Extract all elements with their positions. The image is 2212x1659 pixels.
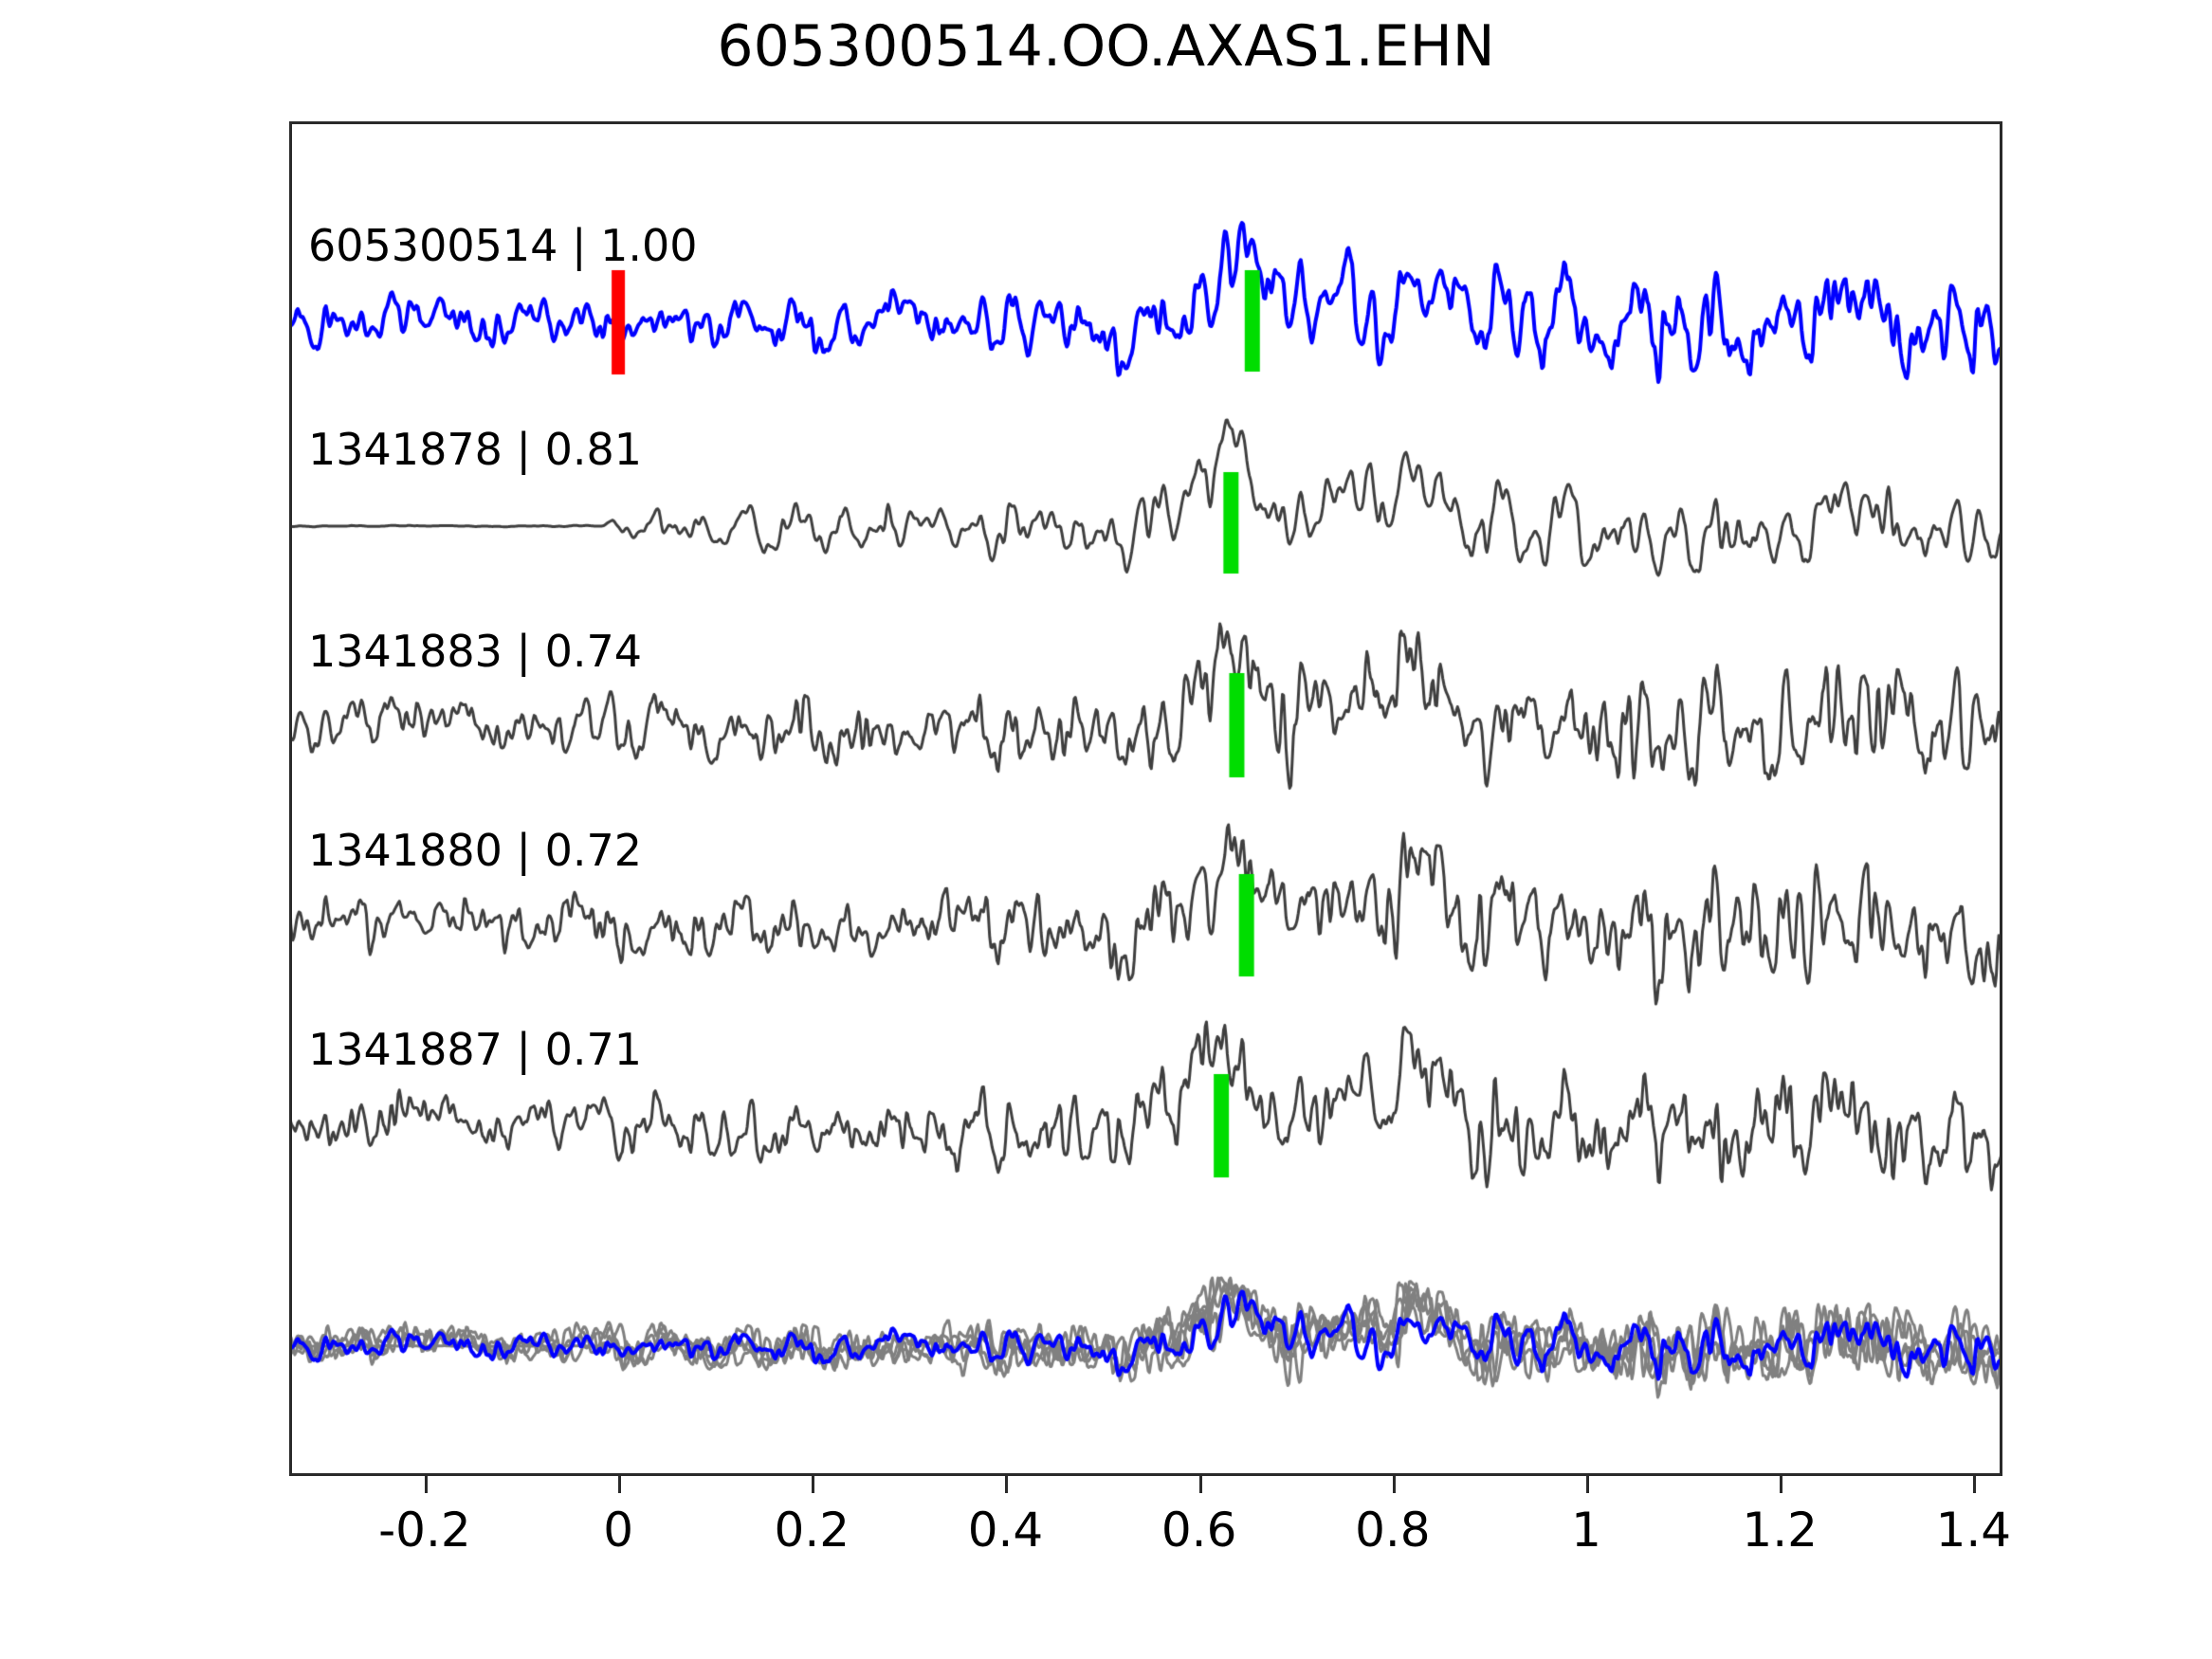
x-axis-tick-mark <box>618 1476 622 1493</box>
x-axis-tick-label: 0.2 <box>774 1503 850 1558</box>
x-axis-tick-mark <box>1780 1476 1783 1493</box>
x-axis-tick-mark <box>1198 1476 1202 1493</box>
waveform-plot-canvas <box>289 121 2002 1476</box>
axes-frame <box>289 121 2002 1476</box>
x-axis-tick-mark <box>1005 1476 1009 1493</box>
x-axis-tick-label: 0.4 <box>967 1503 1044 1558</box>
x-axis-tick-mark <box>1586 1476 1589 1493</box>
x-axis-tick-mark <box>1973 1476 1977 1493</box>
trace-label-1341880: 1341880 | 0.72 <box>308 825 643 876</box>
trace-label-1341878: 1341878 | 0.81 <box>308 424 643 475</box>
trace-label-1341887: 1341887 | 0.71 <box>308 1024 643 1075</box>
x-axis-tick-label: 0.8 <box>1355 1503 1431 1558</box>
page-title: 605300514.OO.AXAS1.EHN <box>717 13 1495 80</box>
x-axis-tick-label: 0.6 <box>1161 1503 1237 1558</box>
x-axis-tick-mark <box>424 1476 428 1493</box>
x-axis-tick-mark <box>812 1476 815 1493</box>
x-axis-tick-label: -0.2 <box>378 1503 471 1558</box>
x-axis-tick-label: 0 <box>603 1503 633 1558</box>
trace-label-605300514: 605300514 | 1.00 <box>308 220 698 271</box>
x-axis-tick-label: 1.4 <box>1935 1503 2012 1558</box>
trace-label-1341883: 1341883 | 0.74 <box>308 626 643 677</box>
x-axis-tick-label: 1 <box>1571 1503 1601 1558</box>
x-axis-tick-mark <box>1392 1476 1396 1493</box>
x-axis-tick-label: 1.2 <box>1742 1503 1818 1558</box>
